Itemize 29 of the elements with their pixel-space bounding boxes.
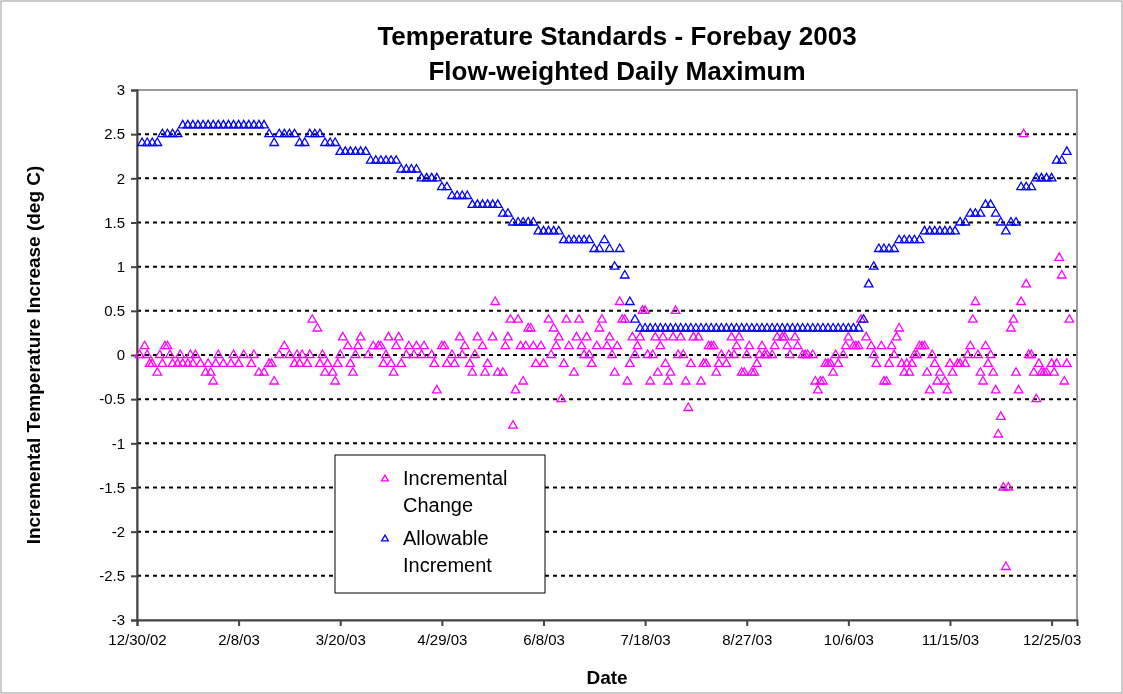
legend-label: Incremental Change <box>403 467 508 516</box>
y-axis-title: Incremental Temperature Increase (deg C) <box>23 165 44 545</box>
y-tick-label: -2.5 <box>99 567 125 585</box>
y-tick-label: -1.5 <box>99 478 125 496</box>
x-axis-title: Date <box>586 667 628 688</box>
x-tick-label: 8/27/03 <box>722 630 773 648</box>
y-tick-label: -3 <box>111 611 125 629</box>
y-tick-label: 2 <box>116 169 125 187</box>
legend-label: Allowable Increment <box>403 527 493 576</box>
x-tick-label: 2/8/03 <box>218 630 260 648</box>
x-tick-label: 3/20/03 <box>315 630 366 648</box>
y-tick-label: -1 <box>111 434 125 452</box>
x-tick-label: 7/18/03 <box>620 630 671 648</box>
x-tick-label: 11/15/03 <box>921 630 980 648</box>
y-tick-label: 0.5 <box>104 302 125 320</box>
x-tick-label: 12/30/02 <box>108 630 167 648</box>
x-tick-label: 10/6/03 <box>823 630 874 648</box>
x-tick-label: 4/29/03 <box>417 630 468 648</box>
y-tick-label: -0.5 <box>99 390 125 408</box>
y-tick-label: 0 <box>116 346 125 364</box>
y-tick-label: 1 <box>116 257 125 275</box>
chart-subtitle: Flow-weighted Daily Maximum <box>428 56 806 86</box>
y-tick-label: 3 <box>116 81 125 99</box>
x-tick-label: 6/8/03 <box>523 630 565 648</box>
chart-title: Temperature Standards - Forebay 2003 <box>377 21 857 51</box>
y-tick-label: 1.5 <box>104 213 125 231</box>
x-tick-label: 12/25/03 <box>1022 630 1082 648</box>
y-tick-label: 2.5 <box>104 125 125 143</box>
y-tick-label: -2 <box>111 522 125 540</box>
